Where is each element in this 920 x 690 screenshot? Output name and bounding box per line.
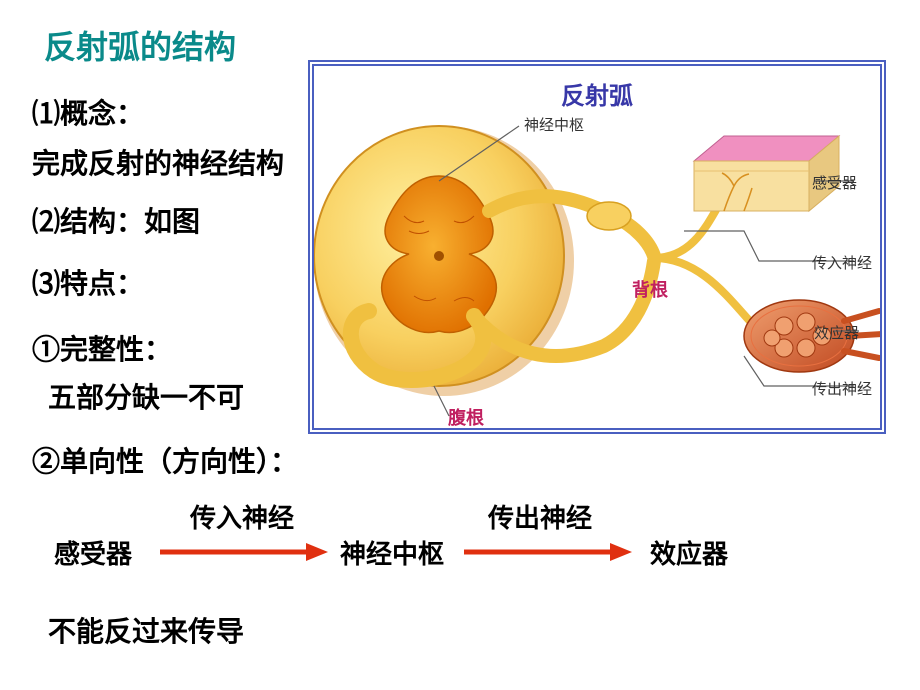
label-receptor: 感受器: [812, 172, 857, 193]
label-afferent: 传入神经: [812, 252, 872, 273]
line-features: ⑶特点：: [32, 262, 144, 302]
flow-effector: 效应器: [650, 534, 728, 571]
line-noreverse: 不能反过来传导: [48, 610, 244, 650]
line-concept: ⑴概念：: [32, 92, 144, 132]
arrow-1: [158, 540, 328, 566]
flow-afferent-label: 传入神经: [190, 498, 294, 535]
label-effector: 效应器: [814, 322, 859, 343]
flow-nerve-center: 神经中枢: [340, 534, 444, 571]
flow-efferent-label: 传出神经: [488, 498, 592, 535]
annotation-dorsal-root: 背根: [632, 276, 668, 302]
line-structure: ⑵结构：如图: [32, 200, 200, 240]
line-integrity: ①完整性：: [32, 328, 172, 368]
line-unidirectional: ②单向性（方向性）：: [32, 440, 298, 480]
label-nerve-center: 神经中枢: [524, 114, 584, 135]
arrow-2: [462, 540, 632, 566]
line-concept-body: 完成反射的神经结构: [32, 142, 284, 182]
signal-flow: 感受器 传入神经 神经中枢 传出神经 效应器: [40, 510, 880, 580]
reflex-arc-diagram: 反射弧: [308, 60, 886, 434]
flow-receptor: 感受器: [54, 534, 132, 571]
line-integrity-body: 五部分缺一不可: [48, 376, 244, 416]
page-title: 反射弧的结构: [44, 22, 236, 68]
diagram-svg: [314, 66, 880, 428]
label-efferent: 传出神经: [812, 378, 872, 399]
annotation-ventral-root: 腹根: [448, 404, 484, 430]
